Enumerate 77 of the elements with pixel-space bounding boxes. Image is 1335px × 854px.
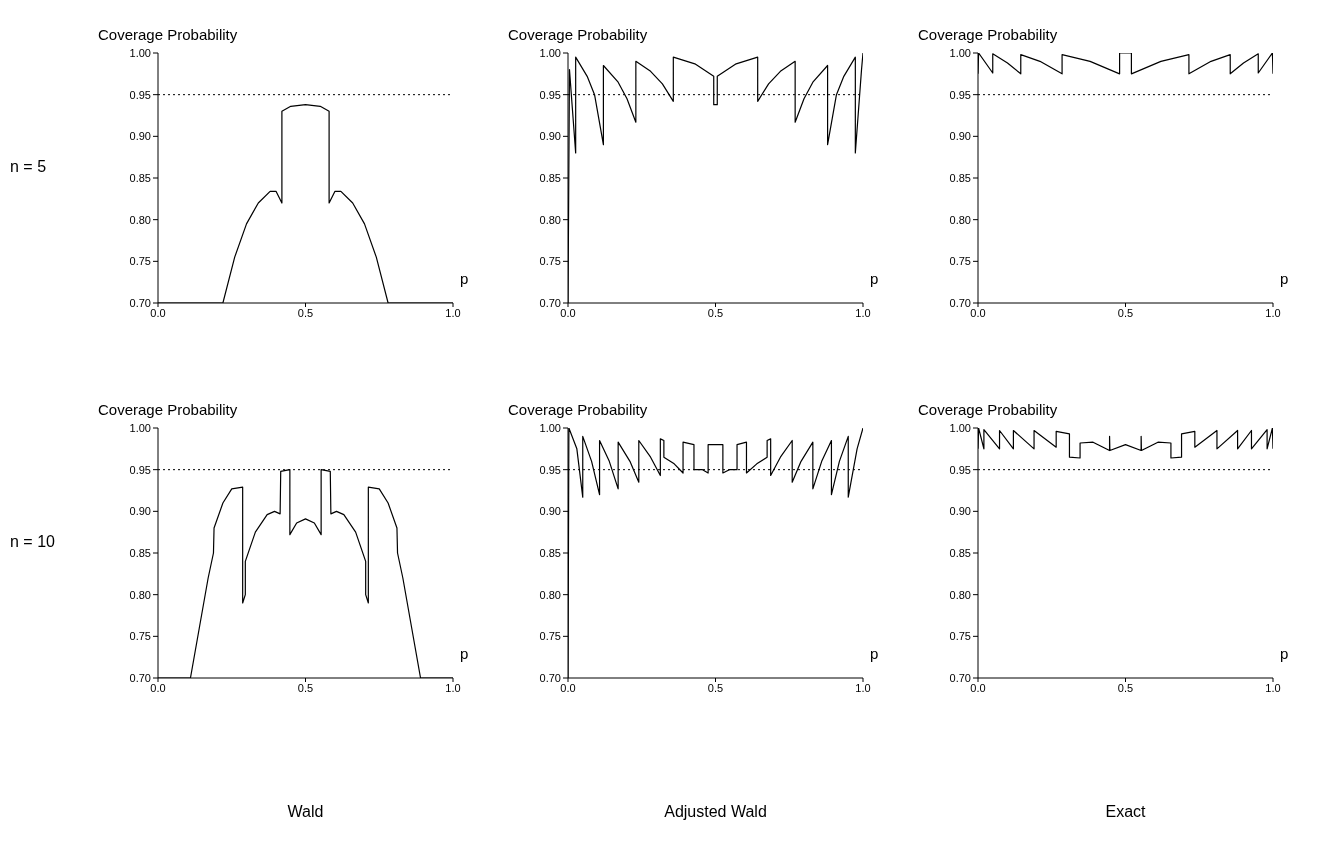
y-tick-label: 0.75 (539, 255, 561, 268)
x-tick-label: 0.5 (1117, 306, 1134, 319)
x-tick-label: 0.5 (1117, 681, 1134, 694)
x-tick-label: 0.0 (150, 306, 166, 319)
x-tick-label: 0.0 (970, 681, 986, 694)
y-tick-label: 1.00 (949, 421, 971, 434)
x-tick-label: 0.5 (297, 681, 314, 694)
y-tick-label: 0.85 (539, 171, 561, 184)
y-tick-label: 0.85 (949, 171, 971, 184)
y-tick-label: 1.00 (949, 46, 971, 59)
y-tick-label: 0.70 (949, 671, 971, 684)
x-tick-label: 1.0 (855, 306, 871, 319)
y-axis-title: Coverage Probability (918, 26, 1058, 43)
text: Exact (1104, 803, 1147, 821)
y-tick-label: 0.85 (129, 546, 151, 559)
y-tick-label: 0.95 (539, 88, 561, 101)
y-tick-label: 0.70 (539, 296, 561, 309)
x-tick-label: 0.5 (707, 681, 724, 694)
text: n = 10 (10, 533, 55, 551)
y-tick-label: 0.80 (129, 588, 151, 601)
x-tick-label: 1.0 (445, 681, 461, 694)
y-tick-label: 0.80 (539, 213, 561, 226)
y-tick-label: 0.90 (949, 130, 971, 143)
text: Wald (286, 803, 325, 821)
x-tick-label: 1.0 (855, 681, 871, 694)
y-tick-label: 1.00 (539, 46, 561, 59)
x-tick-label: 0.5 (707, 306, 724, 319)
text: n = 5 (10, 158, 47, 176)
y-tick-label: 0.75 (949, 255, 971, 268)
y-tick-label: 0.90 (539, 505, 561, 518)
y-tick-label: 0.90 (539, 130, 561, 143)
y-tick-label: 0.75 (539, 630, 561, 643)
x-axis-title: p (460, 645, 469, 662)
x-tick-label: 1.0 (1265, 681, 1281, 694)
y-tick-label: 0.75 (129, 255, 151, 268)
y-axis-title: Coverage Probability (98, 401, 238, 418)
x-axis-title: p (1280, 270, 1289, 287)
y-tick-label: 0.80 (129, 213, 151, 226)
x-tick-label: 0.0 (560, 681, 576, 694)
y-tick-label: 0.95 (129, 463, 151, 476)
y-axis-title: Coverage Probability (508, 26, 648, 43)
y-tick-label: 0.80 (949, 213, 971, 226)
y-axis-title: Coverage Probability (508, 401, 648, 418)
y-tick-label: 0.80 (949, 588, 971, 601)
y-tick-label: 0.85 (949, 546, 971, 559)
y-tick-label: 0.85 (129, 171, 151, 184)
y-tick-label: 1.00 (539, 421, 561, 434)
x-axis-title: p (870, 645, 879, 662)
y-tick-label: 0.90 (129, 505, 151, 518)
x-tick-label: 1.0 (445, 306, 461, 319)
y-tick-label: 0.75 (129, 630, 151, 643)
y-tick-label: 0.95 (129, 88, 151, 101)
y-tick-label: 0.95 (949, 88, 971, 101)
y-tick-label: 1.00 (129, 421, 151, 434)
x-axis-title: p (870, 270, 879, 287)
y-tick-label: 0.90 (129, 130, 151, 143)
y-tick-label: 1.00 (129, 46, 151, 59)
y-tick-label: 0.70 (949, 296, 971, 309)
y-axis-title: Coverage Probability (918, 401, 1058, 418)
y-tick-label: 0.70 (129, 296, 151, 309)
y-tick-label: 0.90 (949, 505, 971, 518)
y-axis-title: Coverage Probability (98, 26, 238, 43)
y-tick-label: 0.80 (539, 588, 561, 601)
y-tick-label: 0.95 (539, 463, 561, 476)
x-tick-label: 0.0 (150, 681, 166, 694)
x-tick-label: 0.5 (297, 306, 314, 319)
y-tick-label: 0.75 (949, 630, 971, 643)
x-axis-title: p (1280, 645, 1289, 662)
x-tick-label: 1.0 (1265, 306, 1281, 319)
y-tick-label: 0.85 (539, 546, 561, 559)
x-axis-title: p (460, 270, 469, 287)
y-tick-label: 0.70 (539, 671, 561, 684)
y-tick-label: 0.95 (949, 463, 971, 476)
x-tick-label: 0.0 (970, 306, 986, 319)
y-tick-label: 0.70 (129, 671, 151, 684)
x-tick-label: 0.0 (560, 306, 576, 319)
text: Adjusted Wald (663, 803, 768, 821)
